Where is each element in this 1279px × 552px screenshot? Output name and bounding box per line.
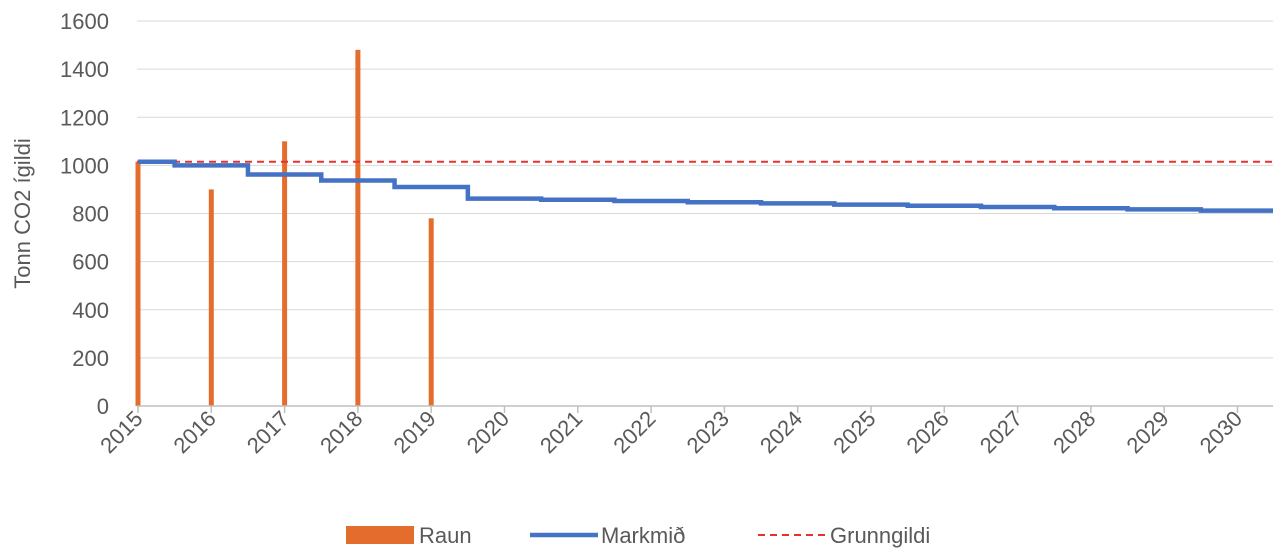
y-tick-label: 1000 — [60, 153, 109, 178]
y-tick-label: 1600 — [60, 9, 109, 34]
x-tick-label: 2016 — [169, 406, 221, 458]
gridlines — [137, 20, 1273, 359]
legend-label-raun: Raun — [419, 523, 472, 548]
raun-bar — [282, 141, 288, 406]
raun-bars — [135, 49, 434, 406]
markmid-line — [138, 159, 1273, 213]
x-axis-ticks: 2015 2016 2017 2018 2019 2020 2021 2022 2023 2024… — [95, 406, 1247, 458]
x-tick-label: 2018 — [315, 406, 367, 458]
x-tick-label: 2025 — [828, 406, 880, 458]
x-tick-label: 2023 — [682, 406, 734, 458]
legend-swatch-raun — [346, 526, 414, 544]
x-tick-label: 2030 — [1195, 406, 1247, 458]
x-tick-label: 2027 — [975, 406, 1027, 458]
x-tick-label: 2028 — [1048, 406, 1100, 458]
x-tick-label: 2017 — [242, 406, 294, 458]
y-tick-label: 1400 — [60, 57, 109, 82]
raun-bar — [355, 49, 361, 406]
legend: Raun Markmið Grunngildi — [346, 523, 930, 548]
y-tick-label: 1200 — [60, 105, 109, 130]
x-tick-label: 2026 — [902, 406, 954, 458]
y-axis-label: Tonn CO2 ígildi — [10, 138, 35, 288]
markmid-line-path — [138, 159, 1273, 213]
y-tick-label: 800 — [72, 202, 109, 227]
raun-bar — [208, 189, 214, 406]
y-axis-ticks: 0 200 400 600 800 1000 1200 1400 1600 — [60, 9, 109, 419]
x-tick-label: 2022 — [608, 406, 660, 458]
legend-label-grunngildi: Grunngildi — [830, 523, 930, 548]
x-tick-label: 2029 — [1121, 406, 1173, 458]
legend-label-markmid: Markmið — [601, 523, 685, 548]
x-tick-label: 2021 — [535, 406, 587, 458]
x-axis — [137, 405, 1273, 413]
x-tick-label: 2020 — [462, 406, 514, 458]
y-tick-label: 600 — [72, 250, 109, 275]
y-tick-label: 0 — [97, 394, 109, 419]
y-tick-label: 400 — [72, 298, 109, 323]
raun-bar — [135, 161, 141, 406]
x-tick-label: 2024 — [755, 406, 807, 458]
x-tick-label: 2019 — [388, 406, 440, 458]
raun-bar — [428, 218, 434, 406]
y-tick-label: 200 — [72, 346, 109, 371]
